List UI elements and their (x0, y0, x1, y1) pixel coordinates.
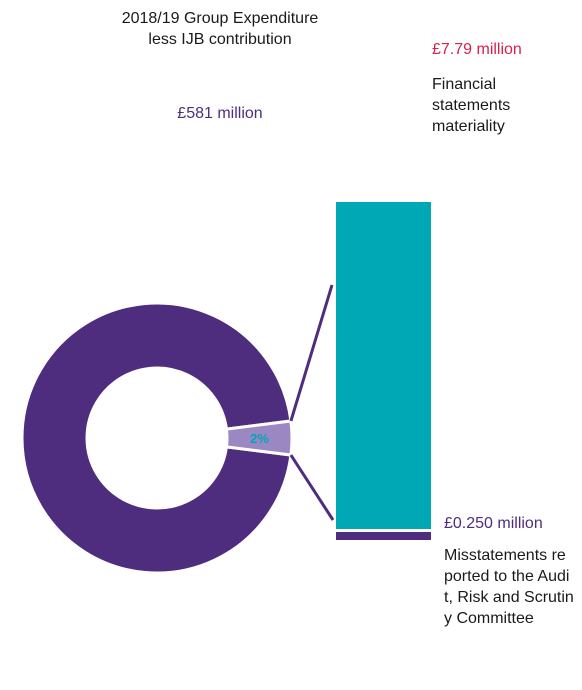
bar-segment-materiality (336, 202, 431, 529)
donut-slice-remainder (20, 301, 293, 575)
total-expenditure-value: £581 million (177, 105, 263, 122)
connector-line-bottom (289, 454, 335, 521)
chart-title: 2018/19 Group Expenditure less IJB contr… (121, 10, 319, 48)
donut-slice-label: 2% (250, 431, 269, 446)
bar-segment-misstatements (336, 532, 431, 540)
materiality-value: £7.79 million (432, 41, 522, 58)
connector-line-top (289, 284, 334, 422)
donut-slice-materiality (224, 419, 294, 457)
misstatement-label: Misstatements reported to the Audit, Ris… (444, 547, 574, 627)
materiality-label: Financial statements materiality (432, 76, 511, 135)
misstatement-value: £0.250 million (444, 515, 543, 532)
